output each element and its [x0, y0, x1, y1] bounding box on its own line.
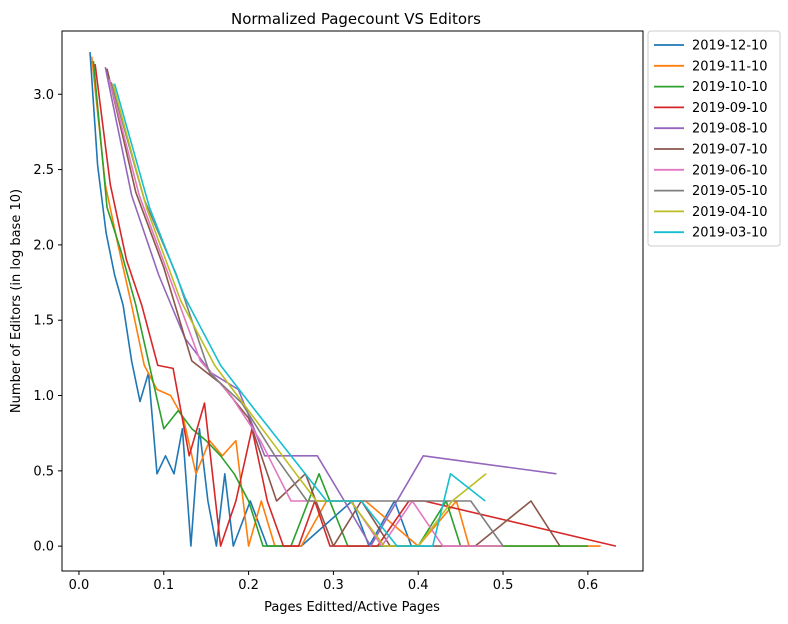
- x-tick-label: 0.6: [578, 578, 599, 593]
- x-tick-label: 0.3: [323, 578, 344, 593]
- legend-label-3: 2019-09-10: [692, 101, 768, 116]
- x-tick-label: 0.4: [408, 578, 429, 593]
- y-tick-label: 1.5: [33, 314, 54, 329]
- y-tick-label: 2.0: [33, 238, 54, 253]
- legend-label-8: 2019-04-10: [692, 205, 768, 220]
- legend: 2019-12-10 2019-11-10 2019-10-10 2019-09-10…: [647, 30, 781, 247]
- legend-label-2: 2019-10-10: [692, 80, 768, 95]
- series-line-9: [113, 83, 486, 547]
- plot-frame: [61, 30, 644, 572]
- x-tick-label: 0.2: [238, 578, 259, 593]
- series-line-8: [112, 83, 487, 547]
- x-tick-label: 0.5: [493, 578, 514, 593]
- series-line-1: [90, 56, 601, 547]
- y-axis-label: Number of Editors (in log base 10): [9, 189, 24, 413]
- x-tick-label: 0.1: [153, 578, 174, 593]
- series-line-0: [89, 52, 413, 547]
- legend-label-0: 2019-12-10: [692, 39, 768, 54]
- x-axis-label: Pages Editted/Active Pages: [264, 600, 440, 615]
- y-axis: 0.0 0.5 1.0 1.5 2.0 2.5 3.0: [33, 88, 62, 555]
- series-line-3: [94, 63, 617, 547]
- series-line-2: [92, 61, 588, 547]
- legend-label-4: 2019-08-10: [692, 122, 768, 137]
- y-tick-label: 3.0: [33, 88, 54, 103]
- y-tick-label: 2.5: [33, 163, 54, 178]
- legend-frame: [647, 30, 781, 247]
- x-tick-label: 0.0: [69, 578, 90, 593]
- y-tick-label: 0.5: [33, 464, 54, 479]
- legend-label-9: 2019-03-10: [692, 226, 768, 241]
- x-axis: 0.0 0.1 0.2 0.3 0.4 0.5 0.6: [69, 571, 599, 593]
- chart-title: Normalized Pagecount VS Editors: [231, 10, 481, 28]
- y-tick-label: 1.0: [33, 389, 54, 404]
- series-line-4: [104, 67, 557, 547]
- legend-label-6: 2019-06-10: [692, 163, 768, 178]
- legend-label-5: 2019-07-10: [692, 143, 768, 158]
- legend-label-7: 2019-05-10: [692, 184, 768, 199]
- series-layer: [89, 52, 617, 547]
- series-line-5: [106, 68, 561, 547]
- legend-label-1: 2019-11-10: [692, 59, 768, 74]
- y-tick-label: 0.0: [33, 540, 54, 555]
